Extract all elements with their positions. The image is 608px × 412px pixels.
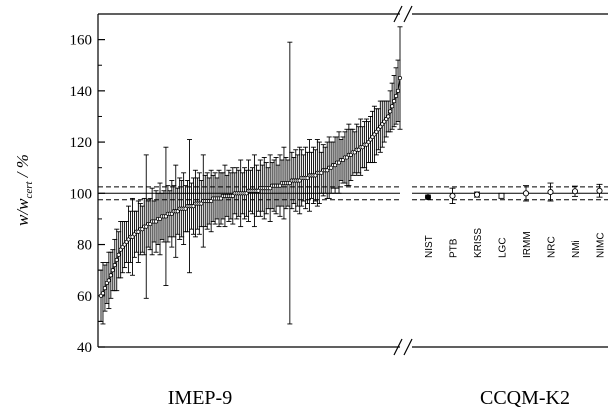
imep9-point: [388, 109, 393, 114]
y-tick-label: 160: [70, 33, 93, 49]
ccqm-lab-label: KRISS: [473, 228, 484, 258]
y-tick-label: 120: [70, 135, 93, 151]
ccqm-lab-label: PTB: [449, 238, 460, 258]
ccqm-point: [596, 187, 603, 194]
ccqm-point: [498, 192, 505, 199]
imep9-point: [390, 104, 395, 109]
axis-frame: [97, 13, 608, 348]
y-tick-label: 60: [77, 289, 92, 305]
imep9-point: [106, 278, 111, 283]
imep9-point: [100, 291, 106, 296]
imep9-point: [110, 268, 115, 273]
ccqm-point: [547, 188, 554, 196]
ccqm-point: [571, 188, 579, 195]
imep9-point: [116, 252, 121, 257]
imep9-point: [112, 262, 117, 268]
imep9-point: [386, 114, 391, 119]
ccqm-k2-series: NISTPTBKRISSLGCIRMMNRCNMiNIMCLNE: [424, 182, 607, 258]
ccqm-point: [449, 192, 456, 199]
imep9-point: [391, 98, 397, 104]
ccqm-lab-label: NRC: [547, 236, 558, 258]
reference-lines: [98, 186, 608, 201]
imep9-point: [102, 285, 108, 291]
imep9-point: [393, 93, 399, 99]
imep9-point: [395, 88, 401, 93]
ccqm-lab-label: LGC: [498, 237, 509, 258]
ccqm-lab-label: IRMM: [522, 231, 533, 258]
y-tick-label: 100: [70, 186, 93, 202]
ccqm-point: [522, 190, 530, 197]
ccqm-point: [473, 191, 481, 198]
y-tick-label: 80: [77, 238, 92, 254]
y-ticks: 40 60 80 100 120 140 160: [70, 33, 105, 356]
y-tick-label: 140: [70, 84, 93, 100]
y-tick-label: 40: [77, 340, 92, 356]
y-axis-label: w/wcert / %: [13, 154, 35, 226]
imep9-point: [108, 273, 113, 278]
axis-break-top: [393, 5, 413, 23]
ccqm-lab-label: NIMC: [596, 232, 607, 258]
ccqm-lab-label: NMi: [571, 240, 582, 258]
imep9-point: [397, 75, 403, 81]
imep9-series: [98, 26, 403, 325]
axis-break-bottom: [393, 338, 413, 356]
ccqm-point: [424, 194, 432, 201]
group-label-imep9: IMEP-9: [168, 387, 232, 409]
group-label-ccqm-k2: CCQM-K2: [480, 387, 570, 409]
ccqm-lab-label: NIST: [424, 235, 435, 258]
imep9-point: [114, 257, 119, 263]
